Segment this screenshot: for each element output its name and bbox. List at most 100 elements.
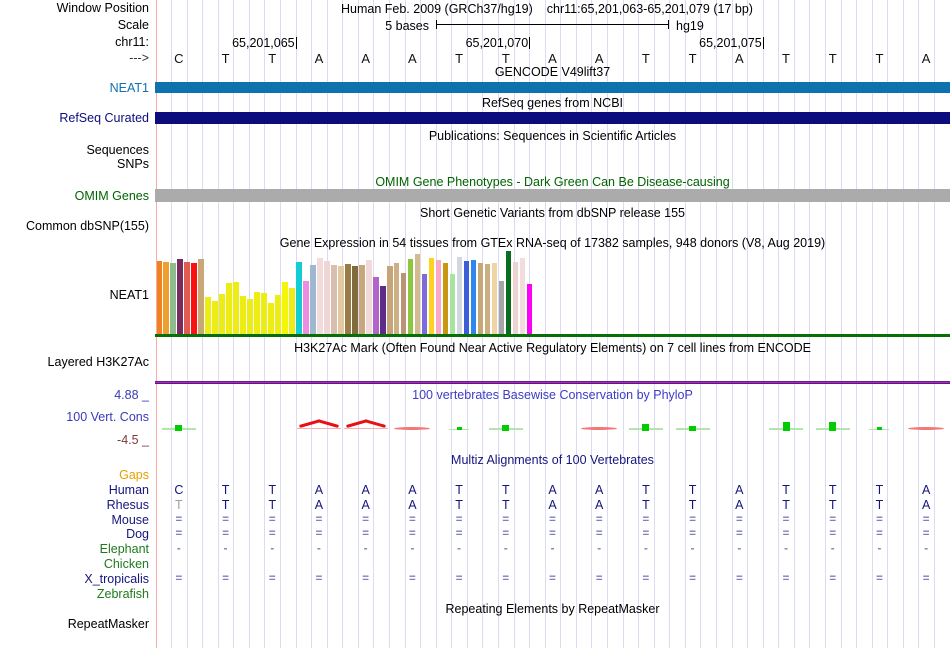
- gtex-bar-20[interactable]: [289, 288, 295, 334]
- gtex-bar-22[interactable]: [303, 281, 309, 334]
- gtex-bar-46[interactable]: [470, 260, 477, 334]
- grid-line: [887, 0, 889, 648]
- gtex-bar-48[interactable]: [484, 264, 491, 334]
- gtex-bar-35[interactable]: [393, 263, 400, 334]
- gtex-bar-16[interactable]: [261, 293, 267, 334]
- gtex-bar-42[interactable]: [442, 263, 449, 334]
- gtex-bar-27[interactable]: [338, 266, 344, 334]
- gtex-bar-6[interactable]: [191, 263, 197, 334]
- gtex-bar-24[interactable]: [317, 258, 323, 334]
- gtex-bar-12[interactable]: [233, 282, 239, 334]
- species-label-elephant[interactable]: Elephant: [99, 542, 149, 557]
- gtex-bar-4[interactable]: [177, 259, 183, 334]
- gtex-bar-53[interactable]: [519, 258, 526, 334]
- refseq-gene-bar[interactable]: [155, 112, 950, 124]
- gtex-bar-8[interactable]: [205, 297, 211, 334]
- track-label-repeatmasker[interactable]: RepeatMasker: [67, 617, 149, 631]
- gtex-bar-54[interactable]: [526, 284, 533, 334]
- gtex-bar-21[interactable]: [296, 262, 302, 334]
- alignment-cell-dog: =: [362, 528, 370, 541]
- gtex-bar-3[interactable]: [170, 263, 176, 334]
- gtex-bar-51[interactable]: [505, 251, 512, 334]
- gtex-bar-9[interactable]: [212, 301, 218, 334]
- gtex-bar-36[interactable]: [400, 273, 407, 334]
- gtex-bar-33[interactable]: [380, 286, 386, 334]
- track-title-gtex[interactable]: Gene Expression in 54 tissues from GTEx …: [279, 236, 826, 250]
- gtex-bar-28[interactable]: [345, 264, 351, 334]
- coordinate-tick: [295, 37, 297, 49]
- gtex-bar-50[interactable]: [498, 281, 505, 334]
- track-label-refseq-curated[interactable]: RefSeq Curated: [59, 111, 149, 125]
- phylop-pos-bar: [642, 424, 650, 431]
- track-title-gencode[interactable]: GENCODE V49lift37: [494, 65, 611, 79]
- phylop-axis-min: -4.5 _: [117, 433, 149, 447]
- gtex-bar-23[interactable]: [310, 265, 316, 334]
- gencode-gene-bar[interactable]: [155, 82, 950, 93]
- gtex-bar-10[interactable]: [219, 294, 225, 334]
- track-title-publications[interactable]: Publications: Sequences in Scientific Ar…: [428, 129, 677, 143]
- track-label-layered-h3k27ac[interactable]: Layered H3K27Ac: [47, 355, 149, 369]
- gtex-bar-15[interactable]: [254, 292, 260, 334]
- track-title-multiz[interactable]: Multiz Alignments of 100 Vertebrates: [451, 453, 654, 467]
- gtex-bar-1[interactable]: [156, 261, 162, 334]
- gtex-bar-43[interactable]: [449, 274, 456, 334]
- track-label-common-dbsnp[interactable]: Common dbSNP(155): [26, 219, 149, 233]
- species-label-zebrafish[interactable]: Zebrafish: [96, 586, 149, 601]
- gtex-bar-44[interactable]: [456, 257, 463, 334]
- gtex-bar-5[interactable]: [184, 262, 190, 334]
- track-title-dbsnp[interactable]: Short Genetic Variants from dbSNP releas…: [420, 206, 685, 220]
- gtex-bar-45[interactable]: [463, 261, 470, 334]
- gtex-bar-26[interactable]: [331, 265, 337, 334]
- gtex-bar-34[interactable]: [387, 266, 393, 334]
- phylop-axis-max: 4.88 _: [114, 388, 149, 402]
- gtex-bar-25[interactable]: [324, 261, 330, 334]
- h3k27ac-signal-line[interactable]: [155, 381, 950, 384]
- window-position-header: Human Feb. 2009 (GRCh37/hg19) chr11:65,2…: [341, 2, 753, 16]
- sequence-base: T: [641, 51, 650, 66]
- track-title-refseq[interactable]: RefSeq genes from NCBI: [481, 96, 624, 110]
- species-label-x_tropicalis[interactable]: X_tropicalis: [84, 571, 149, 586]
- track-label-gencode-neat1[interactable]: NEAT1: [109, 81, 149, 95]
- gtex-bar-41[interactable]: [435, 260, 442, 334]
- alignment-cell-human: T: [268, 483, 277, 497]
- species-label-chicken[interactable]: Chicken: [103, 557, 149, 571]
- track-title-h3k27ac[interactable]: H3K27Ac Mark (Often Found Near Active Re…: [294, 341, 811, 355]
- species-label-dog[interactable]: Dog: [126, 527, 149, 542]
- track-label-sequences[interactable]: Sequences: [86, 143, 149, 157]
- omim-gene-bar[interactable]: [155, 189, 950, 202]
- gtex-bar-32[interactable]: [373, 277, 379, 334]
- species-label-rhesus[interactable]: Rhesus: [106, 497, 149, 512]
- alignment-cell-rhesus: A: [408, 497, 417, 512]
- species-label-mouse[interactable]: Mouse: [111, 512, 149, 527]
- gtex-bar-47[interactable]: [477, 263, 484, 334]
- gtex-bar-11[interactable]: [226, 283, 232, 334]
- alignment-cell-dog: =: [735, 528, 743, 541]
- gtex-bar-14[interactable]: [247, 299, 253, 334]
- track-label-omim-genes[interactable]: OMIM Genes: [74, 189, 149, 203]
- gtex-bar-38[interactable]: [414, 254, 421, 334]
- gtex-bar-31[interactable]: [366, 260, 372, 334]
- track-title-phylop[interactable]: 100 vertebrates Basewise Conservation by…: [412, 388, 693, 402]
- species-label-human[interactable]: Human: [108, 483, 149, 497]
- gtex-bar-13[interactable]: [240, 296, 246, 334]
- track-label-100-vert-cons[interactable]: 100 Vert. Cons: [66, 410, 149, 424]
- gtex-bar-52[interactable]: [512, 262, 519, 334]
- row-label-scale: Scale: [117, 18, 149, 32]
- gtex-bar-37[interactable]: [407, 259, 414, 334]
- track-label-snps[interactable]: SNPs: [117, 157, 149, 171]
- gtex-bar-40[interactable]: [428, 258, 435, 334]
- track-title-repeatmasker[interactable]: Repeating Elements by RepeatMasker: [445, 602, 660, 616]
- gtex-bar-30[interactable]: [359, 265, 365, 334]
- gtex-bar-49[interactable]: [491, 263, 498, 334]
- alignment-cell-x_tropicalis: =: [922, 572, 930, 585]
- gtex-bar-17[interactable]: [268, 303, 274, 334]
- track-title-omim[interactable]: OMIM Gene Phenotypes - Dark Green Can Be…: [375, 175, 730, 189]
- gtex-bar-19[interactable]: [282, 282, 288, 334]
- gtex-bar-7[interactable]: [198, 259, 204, 334]
- gtex-bar-2[interactable]: [163, 262, 169, 334]
- gtex-bar-29[interactable]: [352, 266, 358, 334]
- gtex-bar-18[interactable]: [275, 295, 281, 334]
- track-label-gtex-neat1[interactable]: NEAT1: [109, 288, 149, 302]
- track-label-gaps[interactable]: Gaps: [119, 468, 149, 482]
- gtex-bar-39[interactable]: [421, 274, 428, 334]
